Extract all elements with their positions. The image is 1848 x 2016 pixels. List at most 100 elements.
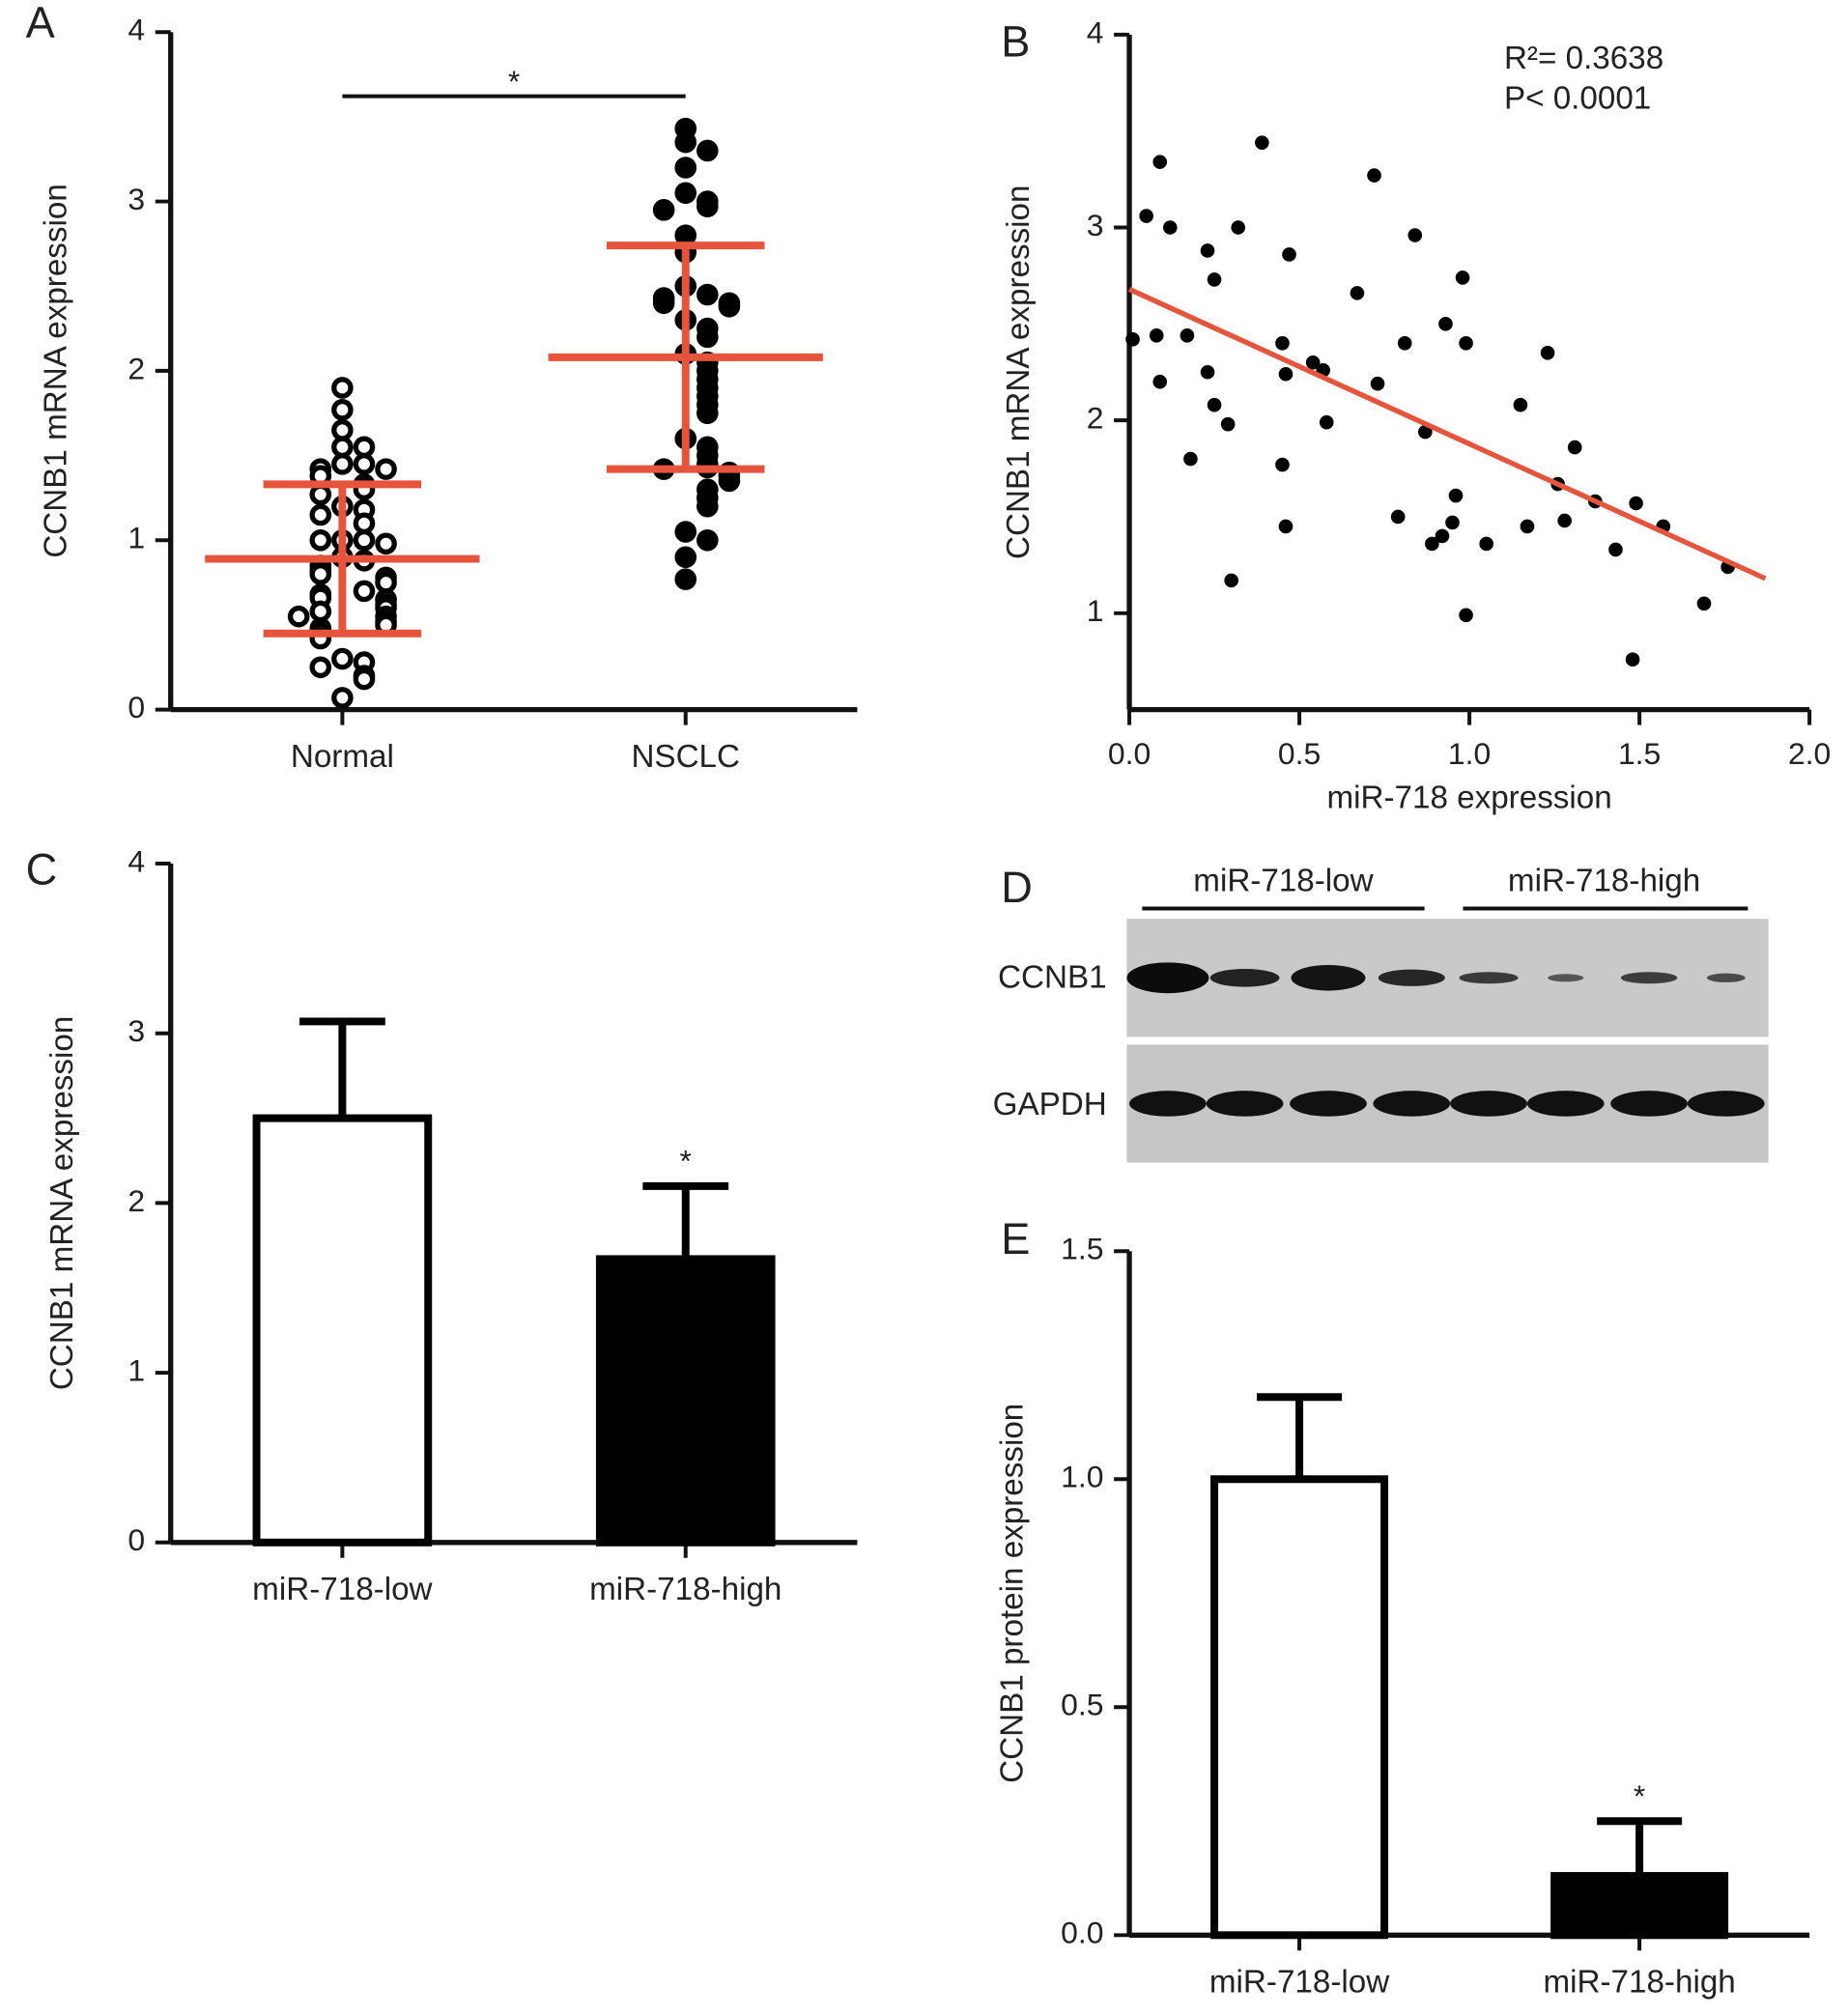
x-tick-label: 1.0 <box>1448 736 1491 771</box>
blot-band <box>1373 1091 1451 1117</box>
y-axis-label: CCNB1 mRNA expression <box>44 1016 80 1391</box>
x-tick-label: miR-718-high <box>589 1572 782 1607</box>
data-point <box>718 469 741 493</box>
data-point <box>1255 135 1269 150</box>
data-point <box>697 495 719 518</box>
data-point <box>1540 345 1555 360</box>
data-point <box>1152 374 1168 389</box>
y-tick-label: 4 <box>128 13 145 47</box>
x-tick-label: 0.0 <box>1108 736 1151 771</box>
data-point <box>1459 335 1473 351</box>
y-tick-label: 1 <box>1087 593 1104 628</box>
data-point <box>674 130 697 154</box>
data-point <box>697 195 719 218</box>
data-point <box>309 503 332 526</box>
x-tick-label: 1.5 <box>1618 736 1661 771</box>
blot-band <box>1450 1091 1527 1117</box>
data-point <box>1425 536 1439 552</box>
significance-label: * <box>1634 1778 1645 1813</box>
bar <box>1550 1871 1729 1940</box>
data-point <box>309 600 332 623</box>
data-point <box>1625 652 1640 667</box>
data-point <box>1448 488 1464 503</box>
data-point <box>1479 536 1494 552</box>
data-point <box>1275 335 1290 351</box>
data-point <box>287 605 310 628</box>
panel-label: D <box>1001 863 1033 912</box>
y-tick-label: 1.0 <box>1061 1460 1103 1494</box>
chart: B CCNB1 mRNA expression 1 2 3 4 0.0 0.5 1.0 1.5 2.… <box>1001 14 1831 815</box>
chart: C CCNB1 mRNA expression 0 1 2 3 4 miR-718-low mi… <box>26 843 858 1607</box>
data-point <box>309 483 332 506</box>
data-point <box>1207 397 1222 412</box>
x-tick-label: miR-718-high <box>1543 1965 1735 2001</box>
x-tick-label: Normal <box>291 739 394 775</box>
bar <box>1210 1475 1389 1940</box>
bar <box>252 1114 433 1547</box>
stat-annotation: P< 0.0001 <box>1504 80 1651 116</box>
data-point <box>353 436 376 459</box>
blot-row-label: CCNB1 <box>998 959 1107 995</box>
data-point <box>1278 519 1294 534</box>
y-axis-label: CCNB1 mRNA expression <box>39 184 74 558</box>
data-point <box>1305 355 1321 370</box>
y-tick-label: 3 <box>128 182 145 216</box>
significance-label: * <box>680 1143 692 1178</box>
regression-line <box>1127 286 1767 582</box>
panel-label: A <box>26 0 56 46</box>
blot-band <box>1687 1091 1765 1117</box>
data-point <box>331 687 354 709</box>
y-tick-label: 4 <box>128 843 145 878</box>
significance-label: * <box>508 64 520 99</box>
data-point <box>1435 528 1450 544</box>
x-tick-label: 2.0 <box>1788 736 1831 771</box>
data-point <box>1455 270 1470 285</box>
data-point <box>1513 397 1528 412</box>
data-point <box>1224 573 1238 588</box>
blot-band <box>1291 964 1366 991</box>
data-point <box>331 398 354 421</box>
data-point <box>309 656 332 679</box>
blot-band <box>1526 1091 1605 1117</box>
y-axis-label: CCNB1 mRNA expression <box>1001 185 1037 560</box>
data-point <box>353 528 376 552</box>
data-point <box>674 568 697 590</box>
data-point <box>375 532 397 555</box>
data-point <box>1418 424 1433 440</box>
data-point <box>309 563 332 585</box>
data-point <box>1567 440 1582 455</box>
data-point <box>375 458 397 480</box>
y-tick-label: 1 <box>128 1353 145 1388</box>
data-point <box>1557 513 1572 528</box>
y-tick-label: 0.5 <box>1061 1688 1103 1722</box>
y-tick-label: 2 <box>128 1183 145 1218</box>
data-point <box>353 512 376 535</box>
y-tick-label: 0 <box>128 1522 145 1557</box>
data-point <box>697 528 719 552</box>
data-point <box>652 199 675 221</box>
data-point <box>1445 515 1460 530</box>
data-point <box>1200 243 1215 258</box>
y-tick-label: 1.5 <box>1061 1232 1103 1266</box>
blot-band <box>1459 972 1519 984</box>
blot-band <box>1129 1091 1207 1117</box>
blot-band <box>1610 1091 1688 1117</box>
chart: E CCNB1 protein expression 0.0 0.5 1.0 1.5 miR… <box>994 1214 1810 2001</box>
blot-group-label: miR-718-high <box>1508 864 1700 899</box>
blot-band <box>1548 974 1584 982</box>
data-point <box>375 571 397 594</box>
bar <box>595 1255 776 1547</box>
data-point <box>1183 451 1198 467</box>
data-point <box>353 580 376 603</box>
x-tick-label: NSCLC <box>631 739 740 775</box>
y-tick-label: 0.0 <box>1061 1916 1103 1950</box>
stat-annotation: R²= 0.3638 <box>1504 41 1663 76</box>
data-point <box>1397 335 1412 351</box>
data-point <box>1200 364 1215 380</box>
data-point <box>718 295 741 318</box>
y-tick-label: 1 <box>128 521 145 555</box>
y-tick-label: 2 <box>128 351 145 385</box>
data-point <box>331 377 354 399</box>
blot-band <box>1620 972 1678 984</box>
data-point <box>1278 366 1294 382</box>
